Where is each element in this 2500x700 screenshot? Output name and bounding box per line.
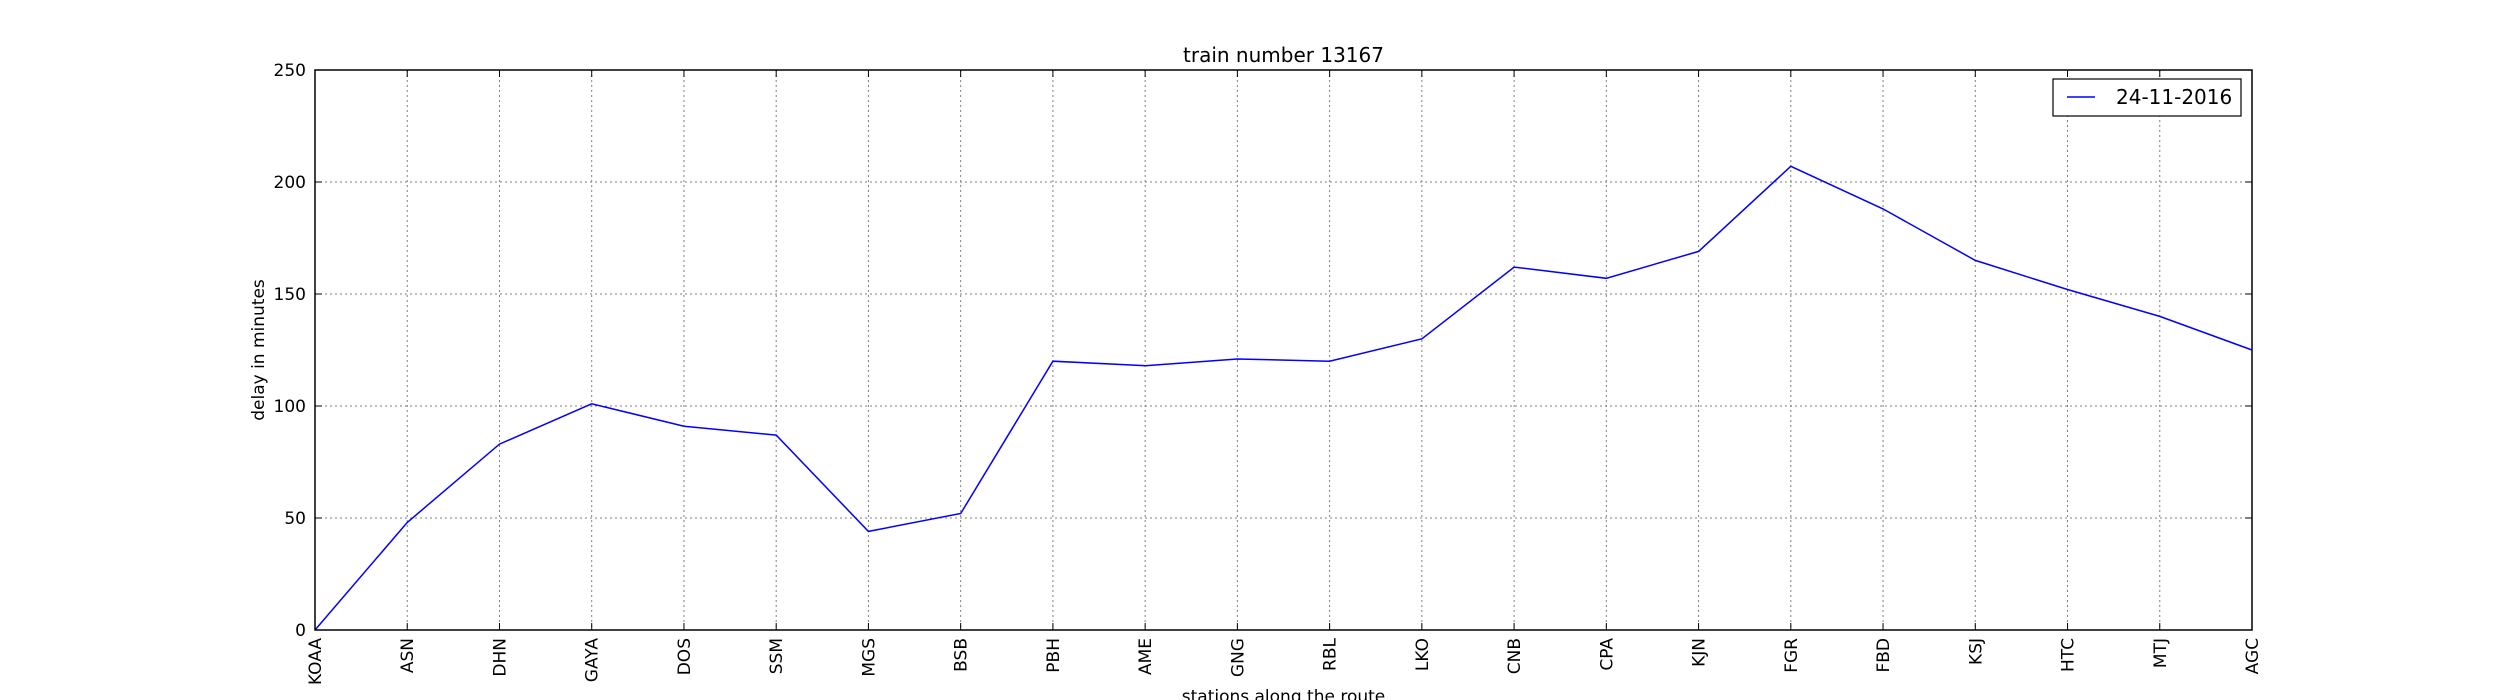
x-tick-labels: KOAA ASN DHN GAYA DOS SSM MGS BSB PBH AME GNG RBL LK… <box>306 637 2263 685</box>
x-tick-label: AME <box>1136 638 1156 675</box>
legend-label: 24-11-2016 <box>2116 85 2232 109</box>
x-tick-label: PBH <box>1044 638 1064 673</box>
x-tick-label: FGR <box>1782 638 1802 673</box>
x-tick-label: KSJ <box>1966 638 1986 665</box>
legend: 24-11-2016 <box>2052 78 2242 117</box>
y-tick-label: 0 <box>295 621 306 641</box>
x-tick-label: BSB <box>952 638 972 672</box>
x-tick-label: FBD <box>1874 638 1894 673</box>
x-tick-label: MTJ <box>2151 638 2171 668</box>
y-tick-label: 250 <box>274 61 306 81</box>
y-tick-label: 100 <box>274 397 306 417</box>
y-tick-label: 50 <box>284 509 306 529</box>
x-tick-label: DHN <box>490 638 510 677</box>
x-tick-label: DOS <box>675 638 695 675</box>
x-tick-label: LKO <box>1413 638 1433 671</box>
chart-title: train number 13167 <box>1183 43 1384 67</box>
plot-background <box>315 70 2252 630</box>
x-tick-label: GNG <box>1228 638 1248 677</box>
x-tick-label: KOAA <box>306 638 326 685</box>
x-tick-label: SSM <box>767 638 787 674</box>
grid-lines <box>315 70 2252 630</box>
y-tick-label: 200 <box>274 173 306 193</box>
x-tick-label: HTC <box>2059 638 2079 672</box>
series-line <box>314 165 2253 631</box>
x-tick-label: KJN <box>1690 638 1710 667</box>
x-tick-label: CNB <box>1505 638 1525 674</box>
x-tick-label: RBL <box>1321 637 1341 670</box>
x-tick-label: MGS <box>859 638 879 677</box>
x-axis-label: stations along the route <box>1182 687 1386 700</box>
y-tick-label: 150 <box>274 285 306 305</box>
y-axis-label: delay in minutes <box>249 279 269 421</box>
x-tick-label: ASN <box>398 638 418 673</box>
x-tick-label: GAYA <box>583 638 603 683</box>
plot-frame <box>314 69 2253 631</box>
tick-marks <box>314 69 2253 631</box>
x-tick-label: CPA <box>1597 638 1617 671</box>
x-tick-label: AGC <box>2243 638 2263 674</box>
y-tick-labels: 0 50 100 150 200 250 <box>274 61 306 641</box>
series-layer <box>314 165 2253 631</box>
